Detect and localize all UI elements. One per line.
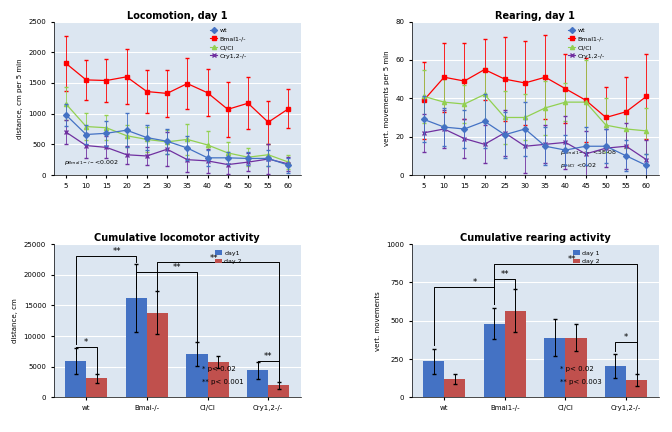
Bar [544, 338, 565, 397]
Text: * p< 0.02: * p< 0.02 [202, 366, 236, 372]
Legend: wt, Bmal1-/-, Cl/Cl, Cry1,2-/-: wt, Bmal1-/-, Cl/Cl, Cry1,2-/- [210, 28, 247, 59]
Legend: day1, day 2: day1, day 2 [215, 250, 242, 264]
Bar [65, 361, 86, 397]
Bar [565, 338, 587, 397]
Text: $p_{Bmal1-/-}$ <5E-08: $p_{Bmal1-/-}$ <5E-08 [560, 148, 617, 156]
Legend: wt, Bmal1-/-, Cl/Cl, Cry1,2-/-: wt, Bmal1-/-, Cl/Cl, Cry1,2-/- [568, 28, 605, 59]
Title: Locomotion, day 1: Locomotion, day 1 [127, 11, 227, 21]
Text: ** p< 0.001: ** p< 0.001 [202, 378, 244, 384]
Bar [268, 385, 290, 397]
Y-axis label: distance, cm per 5 min: distance, cm per 5 min [17, 58, 23, 139]
Bar [444, 379, 466, 397]
Text: $p_{Bmal1-/-}$<0.002: $p_{Bmal1-/-}$<0.002 [64, 159, 118, 167]
Bar [247, 371, 268, 397]
Text: **: ** [264, 352, 272, 361]
Bar [626, 380, 647, 397]
Title: Cumulative locomotor activity: Cumulative locomotor activity [94, 233, 260, 243]
Text: *: * [84, 338, 88, 347]
Text: **: ** [567, 255, 576, 264]
Text: **: ** [501, 270, 509, 279]
Bar [208, 362, 228, 397]
Y-axis label: vert. movements: vert. movements [374, 291, 380, 351]
Title: Cumulative rearing activity: Cumulative rearing activity [460, 233, 610, 243]
Title: Rearing, day 1: Rearing, day 1 [495, 11, 575, 21]
Bar [186, 354, 208, 397]
Text: **: ** [173, 263, 181, 272]
Bar [126, 298, 147, 397]
Text: **: ** [112, 248, 121, 257]
Bar [147, 313, 168, 397]
Text: *: * [624, 333, 628, 342]
Bar [86, 378, 108, 397]
Bar [605, 366, 626, 397]
Text: $p_{Cl/Cl}$ <0.02: $p_{Cl/Cl}$ <0.02 [560, 162, 597, 170]
Bar [423, 362, 444, 397]
Bar [505, 311, 526, 397]
Text: *: * [472, 278, 476, 287]
Bar [484, 324, 505, 397]
Text: **: ** [210, 254, 218, 263]
Text: ** p< 0.003: ** p< 0.003 [560, 378, 601, 384]
Legend: day 1, day 2: day 1, day 2 [573, 250, 600, 264]
Text: * p< 0.02: * p< 0.02 [560, 366, 593, 372]
Y-axis label: distance, cm: distance, cm [12, 299, 18, 343]
Y-axis label: vert. movements per 5 min: vert. movements per 5 min [384, 51, 390, 146]
